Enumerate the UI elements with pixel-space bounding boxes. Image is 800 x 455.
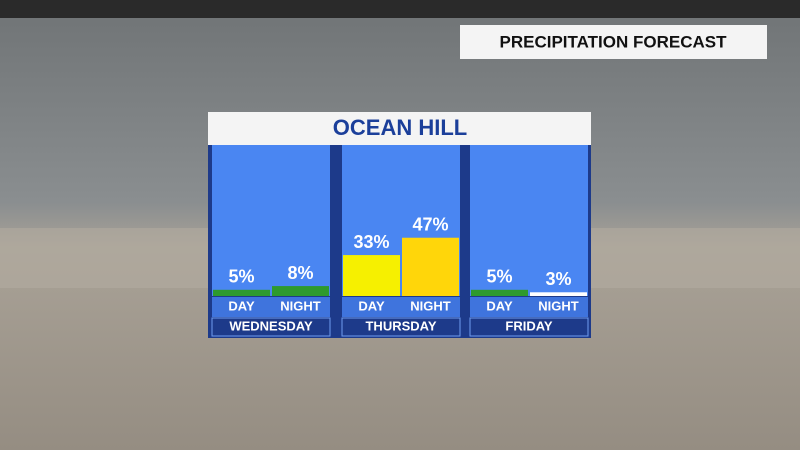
value-label: 47% — [412, 214, 448, 234]
value-label: 33% — [353, 232, 389, 252]
value-label: 3% — [545, 269, 571, 289]
value-label: 5% — [486, 267, 512, 287]
bar — [471, 289, 528, 296]
category-label: WEDNESDAY — [229, 318, 313, 333]
day-row — [211, 317, 331, 337]
series-label: NIGHT — [410, 298, 451, 313]
value-label: 5% — [228, 267, 254, 287]
day-row — [469, 317, 589, 337]
bar — [272, 286, 329, 296]
roof-edge — [0, 0, 800, 18]
label-row — [470, 297, 588, 317]
panel — [212, 145, 330, 296]
header: PRECIPITATION FORECAST — [500, 32, 728, 51]
bar — [343, 255, 400, 296]
bar — [530, 292, 587, 296]
series-label: DAY — [358, 298, 385, 313]
day-row — [341, 317, 461, 337]
bar — [213, 289, 270, 296]
category-label: FRIDAY — [505, 318, 553, 333]
label-row — [342, 297, 460, 317]
header-box — [460, 25, 767, 59]
series-label: NIGHT — [280, 298, 321, 313]
bar — [402, 237, 459, 296]
panel — [470, 145, 588, 296]
label-row — [212, 297, 330, 317]
series-label: DAY — [228, 298, 255, 313]
value-label: 8% — [287, 263, 313, 283]
chart-title: OCEAN HILL — [333, 115, 467, 140]
series-label: DAY — [486, 298, 513, 313]
title-box — [208, 112, 591, 145]
series-label: NIGHT — [538, 298, 579, 313]
category-label: THURSDAY — [365, 318, 436, 333]
